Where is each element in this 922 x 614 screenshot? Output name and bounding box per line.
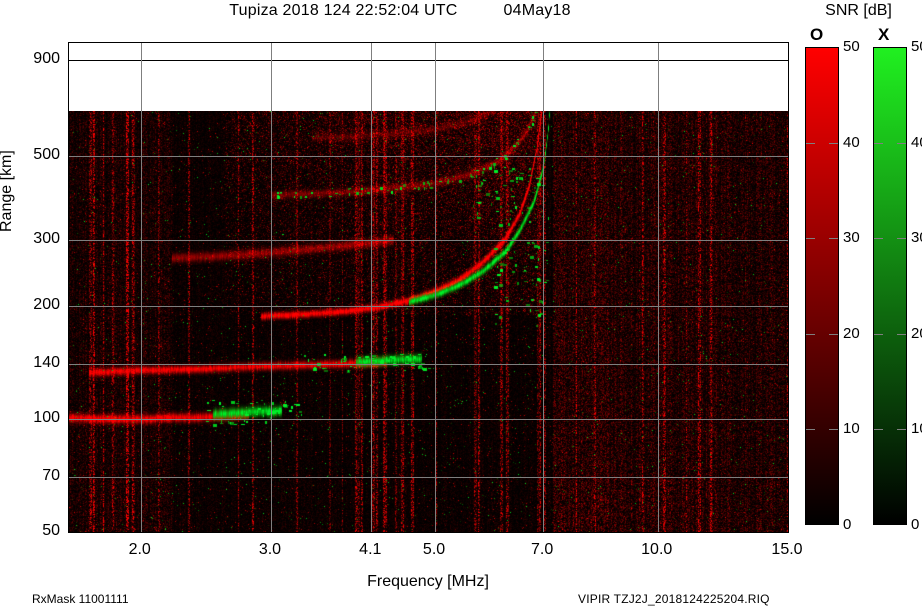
y-tick-300: 300 [33, 229, 60, 247]
title-timestamp: Tupiza 2018 124 22:52:04 UTC [229, 2, 458, 19]
colorbar-o [805, 47, 839, 525]
colorbar-x-tick-30: 30 [911, 229, 922, 247]
colorbar-o-tick-10: 10 [843, 420, 860, 438]
colorbar-o-gradient [805, 47, 839, 525]
colorbar-o-tick-0: 0 [843, 516, 852, 533]
colorbar-tickmark [829, 429, 838, 430]
gridline-v-7 [543, 43, 544, 532]
ionogram-canvas [69, 111, 788, 532]
page-title: Tupiza 2018 124 22:52:04 UTC 04May18 [0, 2, 800, 20]
colorbar-x [873, 47, 907, 525]
colorbar-tickmark [829, 238, 838, 239]
colorbar-x-tick-20: 20 [911, 324, 922, 342]
colorbar-x-tick-40: 40 [911, 133, 922, 151]
gridline-h-200 [69, 306, 788, 307]
x-tick-5: 5.0 [422, 541, 446, 558]
y-tick-500: 500 [33, 146, 60, 164]
colorbar-o-tick-20: 20 [843, 324, 860, 342]
title-date: 04May18 [503, 2, 571, 19]
colorbar-tickmark [897, 334, 906, 335]
x-tick-7: 7.0 [531, 541, 554, 558]
colorbar-title: SNR [dB] [825, 2, 892, 19]
x-tick-10: 10.0 [641, 541, 673, 558]
source-file-label: VIPIR TZJ2J_2018124225204.RIQ [578, 592, 770, 606]
gridline-v-5 [435, 43, 436, 532]
colorbar-tickmark [806, 143, 815, 144]
ionogram-raster [69, 111, 788, 532]
colorbar-tickmark [806, 238, 815, 239]
colorbar-tickmark [897, 429, 906, 430]
colorbar-x-tick-10: 10 [911, 420, 922, 438]
gridline-v-3 [271, 43, 272, 532]
x-tick-4.1: 4.1 [359, 541, 382, 558]
gridline-v-2 [141, 43, 142, 532]
y-tick-50: 50 [42, 522, 60, 539]
x-tick-15: 15.0 [771, 541, 803, 558]
colorbar-o-label: O [810, 25, 824, 44]
y-tick-100: 100 [33, 408, 60, 426]
x-axis-label: Frequency [MHz] [367, 573, 489, 590]
colorbar-tickmark [874, 143, 883, 144]
gridline-h-70 [69, 477, 788, 478]
colorbar-tickmark [806, 334, 815, 335]
colorbar-tickmark [829, 334, 838, 335]
colorbar-o-tick-50: 50 [843, 38, 860, 55]
plot-inner [69, 43, 788, 532]
colorbar-tickmark [806, 429, 815, 430]
y-tick-140: 140 [33, 353, 60, 371]
y-tick-70: 70 [42, 467, 60, 485]
colorbar-tickmark [874, 429, 883, 430]
y-tick-900: 900 [33, 50, 60, 68]
colorbar-o-tick-40: 40 [843, 133, 860, 151]
colorbar-x-gradient [873, 47, 907, 525]
colorbar-o-tick-30: 30 [843, 229, 860, 247]
gridline-h-100 [69, 419, 788, 420]
gridline-v-4.1 [371, 43, 372, 532]
colorbar-x-label: X [878, 25, 890, 44]
y-tick-200: 200 [33, 295, 60, 313]
gridline-v-10 [658, 43, 659, 532]
x-tick-3: 3.0 [258, 541, 282, 558]
colorbar-tickmark [897, 238, 906, 239]
colorbar-tickmark [897, 143, 906, 144]
colorbar-tickmark [874, 334, 883, 335]
x-tick-2: 2.0 [128, 541, 151, 558]
gridline-h-140 [69, 364, 788, 365]
colorbar-x-tick-0: 0 [911, 516, 920, 533]
ionogram-plot[interactable] [68, 42, 789, 533]
colorbar-tickmark [829, 143, 838, 144]
gridline-h-900 [69, 60, 788, 61]
colorbar-x-tick-50: 50 [911, 38, 922, 55]
colorbar-tickmark [874, 238, 883, 239]
gridline-h-500 [69, 156, 788, 157]
gridline-h-300 [69, 240, 788, 241]
rxmask-label: RxMask 11001111 [32, 592, 129, 606]
